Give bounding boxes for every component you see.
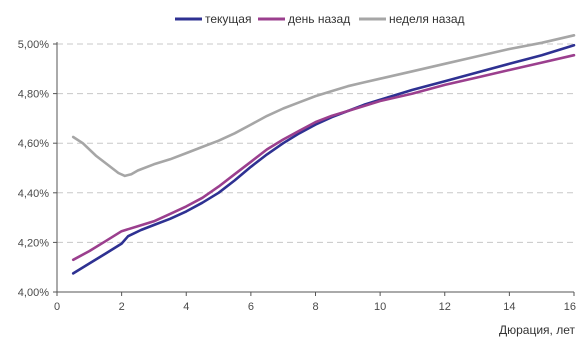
x-tick-label: 14: [503, 301, 515, 313]
y-tick-label: 4,20%: [18, 237, 49, 249]
x-tick-label: 4: [183, 301, 189, 313]
x-tick-label: 2: [119, 301, 125, 313]
gridlines: [57, 43, 574, 243]
y-tick-label: 4,60%: [18, 138, 49, 150]
series-line-2: [71, 34, 576, 178]
y-tick-label: 5,00%: [18, 39, 49, 51]
axes: [53, 42, 575, 296]
x-tick-label: 10: [374, 301, 386, 313]
legend: текущая день назад неделя назад: [175, 12, 465, 26]
x-tick-label: 0: [54, 301, 60, 313]
series-line-0: [71, 43, 576, 275]
series-lines: [71, 34, 576, 275]
tick-labels: 4,00% 4,20% 4,40% 4,60% 4,80% 5,00% 0 2 4 6 8 10 12 1…: [18, 39, 576, 313]
x-tick-label: 16: [564, 301, 576, 313]
legend-label-2: неделя назад: [389, 12, 465, 26]
x-axis-title: Дюрация, лет: [499, 323, 575, 337]
legend-label-0: текущая: [205, 12, 251, 26]
y-tick-label: 4,40%: [18, 188, 49, 200]
series-line-1: [71, 53, 576, 262]
y-tick-label: 4,00%: [18, 287, 49, 299]
y-tick-label: 4,80%: [18, 89, 49, 101]
x-tick-label: 8: [312, 301, 318, 313]
x-tick-label: 12: [439, 301, 451, 313]
x-tick-label: 6: [248, 301, 254, 313]
legend-label-1: день назад: [288, 12, 350, 26]
